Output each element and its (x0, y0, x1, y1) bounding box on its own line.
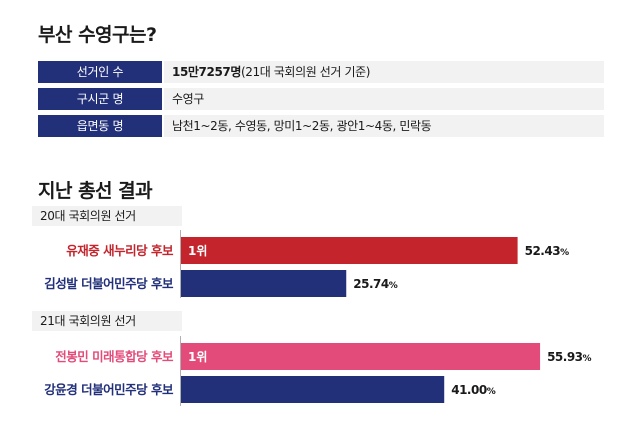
info-value: 수영구 (164, 88, 604, 110)
unit-label: % (560, 248, 569, 258)
election-label-21: 21대 국회의원 선거 (32, 311, 182, 331)
data-label: 55.93% (547, 350, 591, 364)
candidate-label: 유재중 새누리당 후보 (66, 243, 174, 258)
candidate-label: 전봉민 미래통합당 후보 (55, 349, 174, 364)
info-value: 15만7257명(21대 국회의원 선거 기준) (164, 61, 604, 83)
data-label: 25.74% (353, 277, 397, 291)
unit-label: % (389, 281, 398, 291)
info-row-voters: 선거인 수 15만7257명(21대 국회의원 선거 기준) (38, 61, 604, 83)
info-label: 읍면동 명 (38, 115, 162, 137)
axis-line (180, 230, 181, 298)
results-title: 지난 총선 결과 (38, 180, 153, 202)
unit-label: % (487, 387, 496, 397)
info-value: 남천1~2동, 수영동, 망미1~2동, 광안1~4동, 민락동 (164, 115, 604, 137)
axis-line (180, 336, 181, 406)
unit-label: % (583, 354, 592, 364)
candidate-label: 김성발 더불어민주당 후보 (44, 276, 174, 291)
bar (181, 343, 541, 370)
info-row-dong: 읍면동 명 남천1~2동, 수영동, 망미1~2동, 광안1~4동, 민락동 (38, 115, 604, 137)
bar (181, 270, 347, 297)
data-label: 41.00% (451, 383, 495, 397)
info-value-rest: 수영구 (172, 92, 204, 106)
info-value-strong: 15만7257명 (172, 65, 241, 79)
page-title: 부산 수영구는? (38, 24, 157, 46)
election-label-20: 20대 국회의원 선거 (32, 206, 182, 226)
info-row-district: 구시군 명 수영구 (38, 88, 604, 110)
bar (181, 376, 445, 403)
candidate-label: 강윤경 더불어민주당 후보 (44, 382, 174, 397)
info-value-rest: 남천1~2동, 수영동, 망미1~2동, 광안1~4동, 민락동 (172, 119, 432, 133)
rank-label: 1위 (188, 350, 207, 364)
data-label: 52.43% (525, 244, 569, 258)
info-label: 구시군 명 (38, 88, 162, 110)
info-label: 선거인 수 (38, 61, 162, 83)
info-value-rest: (21대 국회의원 선거 기준) (240, 65, 371, 79)
rank-label: 1위 (188, 244, 207, 258)
bar (181, 237, 518, 264)
